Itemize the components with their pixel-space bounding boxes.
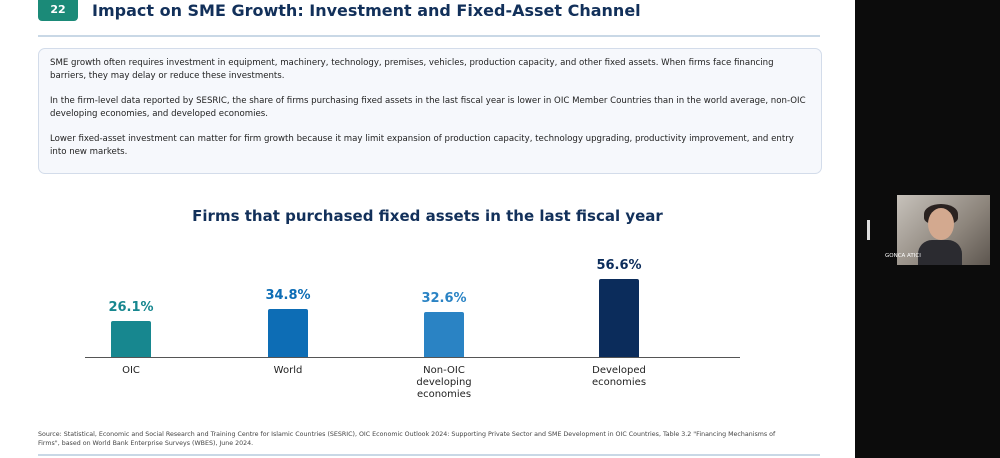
category-label: Non-OIC developing economies <box>416 365 472 400</box>
divider <box>38 35 820 37</box>
video-image <box>918 240 962 265</box>
slide-title: Impact on SME Growth: Investment and Fix… <box>92 1 641 20</box>
divider <box>38 454 820 456</box>
axis-line <box>85 357 740 358</box>
paragraph: Lower fixed-asset investment can matter … <box>50 134 794 157</box>
category-label: OIC <box>122 365 140 376</box>
value-label: 56.6% <box>596 258 642 274</box>
value-label: 26.1% <box>108 300 154 316</box>
bar <box>424 312 464 357</box>
chart-title: Firms that purchased fixed assets in the… <box>192 207 663 225</box>
source-note: Source: Statistical, Economic and Social… <box>38 431 776 447</box>
value-label: 34.8% <box>265 288 311 304</box>
slide-number: 22 <box>38 0 78 21</box>
scroll-handle[interactable] <box>867 220 870 240</box>
bar <box>599 279 639 357</box>
paragraph: In the firm-level data reported by SESRI… <box>50 96 806 119</box>
bar <box>268 309 308 357</box>
value-label: 32.6% <box>421 291 467 307</box>
paragraph: SME growth often requires investment in … <box>50 58 774 81</box>
participant-name: GONCA ATICI <box>885 253 921 259</box>
category-label: Developed economies <box>591 365 647 388</box>
category-label: World <box>273 365 303 376</box>
video-image <box>928 208 954 240</box>
slide: 22 Impact on SME Growth: Investment and … <box>0 0 855 458</box>
text-box: SME growth often requires investment in … <box>38 48 822 174</box>
bar <box>111 321 151 357</box>
